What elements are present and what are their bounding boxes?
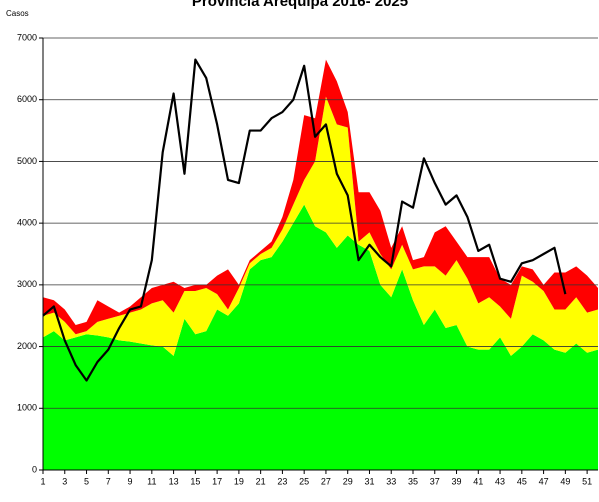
x-tick-label: 45 — [517, 476, 527, 486]
y-tick-label: 6000 — [17, 94, 37, 104]
x-tick-label: 21 — [256, 476, 266, 486]
x-tick-label: 3 — [62, 476, 67, 486]
x-tick-label: 9 — [128, 476, 133, 486]
x-tick-label: 23 — [277, 476, 287, 486]
x-tick-label: 1 — [40, 476, 45, 486]
x-tick-label: 41 — [473, 476, 483, 486]
x-tick-label: 37 — [430, 476, 440, 486]
x-tick-label: 27 — [321, 476, 331, 486]
x-tick-label: 39 — [452, 476, 462, 486]
area — [43, 96, 598, 356]
area — [43, 59, 598, 335]
x-tick-label: 43 — [495, 476, 505, 486]
x-tick-label: 19 — [234, 476, 244, 486]
x-tick-label: 29 — [343, 476, 353, 486]
y-tick-label: 3000 — [17, 279, 37, 289]
y-tick-label: 1000 — [17, 403, 37, 413]
y-tick-label: 4000 — [17, 218, 37, 228]
x-tick-label: 15 — [190, 476, 200, 486]
chart-title: Provincia Arequipa 2016- 2025 — [192, 0, 408, 10]
x-tick-label: 33 — [386, 476, 396, 486]
x-tick-label: 35 — [408, 476, 418, 486]
y-tick-label: 5000 — [17, 156, 37, 166]
y-axis-label: Casos — [6, 9, 29, 18]
x-tick-label: 7 — [106, 476, 111, 486]
x-tick-label: 49 — [560, 476, 570, 486]
x-tick-label: 51 — [582, 476, 592, 486]
y-tick-label: 7000 — [17, 32, 37, 42]
line — [42, 58, 567, 382]
x-tick-label: 11 — [147, 476, 156, 486]
x-tick-label: 31 — [364, 476, 374, 486]
y-tick-label: 2000 — [17, 341, 37, 351]
area — [43, 204, 598, 470]
x-tick-label: 17 — [212, 476, 222, 486]
x-tick-label: 25 — [299, 476, 309, 486]
y-tick-label: 0 — [32, 464, 37, 474]
x-tick-label: 47 — [539, 476, 549, 486]
x-tick-label: 13 — [169, 476, 179, 486]
x-tick-label: 5 — [84, 476, 89, 486]
